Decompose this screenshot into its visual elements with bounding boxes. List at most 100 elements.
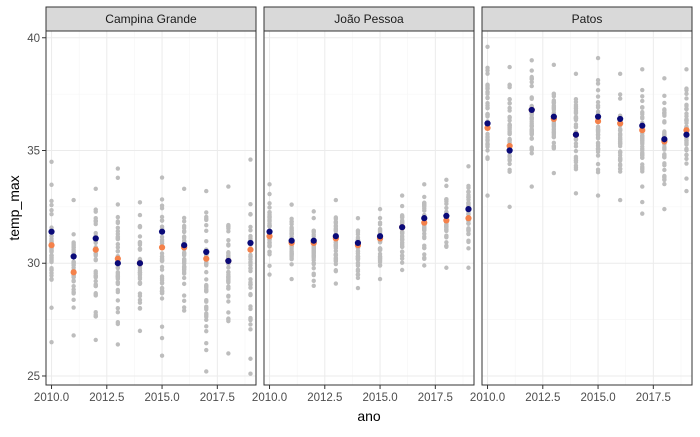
raw-point: [662, 129, 667, 134]
raw-point: [311, 271, 316, 276]
raw-point: [573, 99, 579, 105]
navy-point: [48, 228, 55, 235]
raw-point: [529, 184, 534, 189]
raw-point: [617, 137, 623, 142]
raw-point: [399, 244, 405, 249]
orange-point: [594, 118, 602, 125]
raw-point: [93, 312, 98, 317]
raw-point: [507, 100, 512, 106]
raw-point: [399, 260, 405, 265]
raw-point: [422, 252, 427, 257]
raw-point: [159, 280, 165, 285]
raw-point: [49, 159, 54, 164]
raw-point: [115, 242, 121, 247]
raw-point: [684, 107, 689, 112]
raw-point: [248, 262, 253, 268]
raw-point: [115, 281, 121, 287]
raw-point: [267, 244, 272, 249]
raw-point: [595, 87, 601, 93]
raw-point: [115, 342, 121, 347]
raw-point: [137, 200, 143, 205]
raw-point: [49, 198, 54, 204]
raw-point: [181, 250, 187, 255]
navy-point: [550, 113, 557, 120]
raw-point: [115, 306, 121, 311]
raw-point: [159, 264, 165, 270]
raw-point: [248, 211, 253, 217]
raw-point: [507, 83, 512, 88]
raw-point: [204, 324, 209, 329]
raw-point: [507, 161, 512, 167]
orange-point: [639, 127, 646, 134]
raw-point: [640, 167, 645, 172]
raw-point: [115, 175, 121, 180]
raw-point: [684, 176, 689, 181]
raw-point: [49, 208, 54, 213]
raw-point: [248, 304, 253, 309]
raw-point: [640, 87, 645, 93]
navy-point: [225, 257, 232, 265]
raw-point: [159, 257, 165, 262]
raw-point: [507, 136, 512, 142]
raw-point: [485, 106, 490, 111]
raw-point: [662, 146, 667, 151]
raw-point: [529, 74, 534, 80]
raw-point: [181, 228, 187, 234]
navy-point: [421, 215, 428, 222]
raw-point: [595, 103, 601, 108]
raw-point: [93, 270, 98, 276]
raw-point: [662, 110, 667, 116]
raw-point: [333, 197, 339, 203]
navy-point: [572, 131, 580, 138]
raw-point: [507, 97, 512, 102]
raw-point: [159, 206, 165, 211]
raw-point: [49, 273, 54, 278]
navy-point: [465, 206, 472, 213]
raw-point: [684, 156, 689, 162]
raw-point: [529, 96, 534, 101]
raw-point: [399, 234, 405, 240]
raw-point: [684, 161, 689, 166]
raw-point: [311, 209, 316, 214]
raw-point: [595, 124, 601, 129]
raw-point: [617, 153, 623, 158]
raw-point: [551, 100, 557, 105]
raw-point: [640, 184, 645, 189]
raw-point: [684, 67, 689, 72]
raw-point: [466, 185, 471, 191]
raw-point: [377, 246, 383, 251]
raw-point: [204, 285, 209, 290]
raw-point: [399, 203, 405, 209]
raw-point: [507, 169, 512, 174]
x-tick-label: 2017.5: [636, 392, 671, 404]
raw-point: [485, 142, 490, 147]
raw-point: [137, 247, 143, 252]
raw-point: [684, 91, 689, 97]
raw-point: [485, 83, 490, 88]
raw-point: [71, 197, 76, 203]
raw-point: [355, 285, 361, 291]
raw-point: [684, 86, 689, 91]
raw-point: [137, 280, 143, 285]
raw-point: [595, 81, 601, 86]
x-tick-label: 2015.0: [580, 392, 615, 404]
raw-point: [399, 249, 405, 254]
raw-point: [181, 223, 187, 229]
raw-point: [267, 214, 272, 219]
navy-point: [247, 239, 254, 247]
raw-point: [573, 158, 579, 163]
raw-point: [662, 119, 667, 124]
raw-point: [422, 234, 427, 239]
raw-point: [311, 215, 316, 221]
navy-point: [639, 122, 646, 129]
raw-point: [204, 228, 209, 234]
raw-point: [204, 277, 209, 282]
raw-point: [71, 248, 76, 254]
raw-point: [71, 297, 76, 303]
orange-point: [203, 255, 210, 262]
raw-point: [311, 266, 316, 271]
raw-point: [93, 221, 98, 227]
navy-point: [683, 131, 690, 138]
raw-point: [204, 304, 209, 309]
raw-point: [466, 202, 471, 207]
